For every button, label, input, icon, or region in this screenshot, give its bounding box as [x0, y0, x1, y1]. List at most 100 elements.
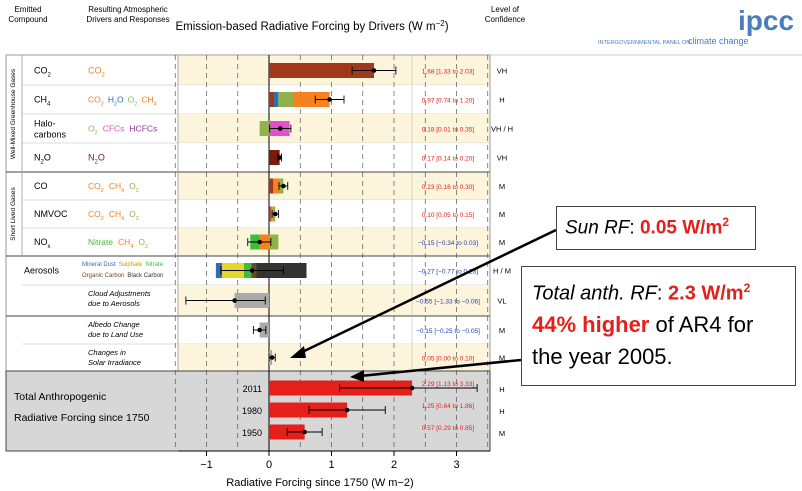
- compound-sub: 2: [48, 73, 52, 79]
- driver-text: O: [128, 95, 135, 105]
- compound-tail: O: [44, 153, 51, 163]
- driver-sub: 2: [134, 102, 137, 108]
- compound-main: CO: [34, 66, 48, 76]
- col-confidence-line2: Confidence: [485, 15, 526, 24]
- driver-sub: 2: [101, 188, 104, 194]
- bar-row-7-segment: [215, 263, 223, 278]
- driver-sub: 2: [101, 102, 104, 108]
- driver-text: CFCs: [103, 124, 125, 134]
- row-band: [178, 316, 489, 344]
- bar-total-1-segment: [269, 402, 348, 418]
- compound-main: NO: [34, 237, 48, 247]
- driver-sub: 2: [102, 73, 106, 79]
- driver-text: O: [129, 209, 136, 219]
- driver-text: CO: [88, 181, 101, 191]
- bar-row-1-segment: [274, 92, 279, 107]
- value-text: 0.17 [0.14 to 0.20]: [422, 156, 475, 163]
- driver-sub: 2: [101, 216, 104, 222]
- row-band: [178, 172, 489, 200]
- value-text: 1.68 [1.33 to 2.03]: [422, 69, 475, 76]
- compound-main: N: [34, 153, 41, 163]
- driver-text: CH: [141, 95, 153, 105]
- compound-main: Aerosols: [24, 266, 60, 276]
- col-emitted-line1: Emitted: [14, 5, 41, 14]
- compound-label: CO2: [34, 66, 52, 79]
- total-value-text: 0.57 [0.29 to 0.85]: [422, 425, 475, 432]
- compound-sub: 4: [47, 102, 51, 108]
- logo-subtitle-b: climate change: [688, 36, 749, 46]
- bar-row-10-marker: [269, 355, 275, 360]
- row-band: [178, 228, 489, 256]
- confidence-text: M: [499, 354, 505, 363]
- confidence-text: VH / H: [491, 125, 513, 134]
- driver-text: CO: [88, 209, 101, 219]
- sun-rf-sup: 2: [722, 215, 730, 229]
- compound-label: Aerosols: [24, 266, 60, 276]
- driver-aerosols-2: Organic Carbon Black Carbon: [82, 273, 163, 279]
- x-tick-label: 1: [328, 459, 334, 471]
- value-text: −0.27 [−0.77 to 0.23]: [418, 269, 478, 276]
- driver-ch4: CO2 H2O O2 CH4: [88, 95, 157, 108]
- compound-label: NOx: [34, 237, 51, 250]
- total-year: 1950: [242, 428, 262, 438]
- driver-solar: Solar Irradiance: [88, 358, 141, 367]
- ipcc-logo: ipcc INTERGOVERNMENTAL PANEL ON climate …: [598, 5, 794, 46]
- callout-total-rf: Total anth. RF: 2.3 W/m2 44% higher of A…: [521, 266, 796, 386]
- compound-sub: 2: [41, 160, 45, 166]
- driver-sub: 4: [154, 102, 157, 108]
- driver-sub: 2: [95, 160, 99, 166]
- compound-sub: x: [48, 244, 51, 250]
- sun-arrow-line: [297, 228, 557, 356]
- driver-sub: 2: [114, 102, 117, 108]
- x-tick-label: 0: [266, 459, 272, 471]
- total-value-text: 1.25 [0.64 to 1.86]: [422, 403, 475, 410]
- confidence-text: VH: [497, 154, 507, 163]
- driver-co: CO2 CH4 O2: [88, 181, 139, 194]
- compound-main: NMVOC: [34, 209, 68, 219]
- bar-row-6-segment: [269, 234, 279, 250]
- driver-text: O: [98, 153, 105, 163]
- higher-text: 44% higher: [532, 311, 650, 337]
- bar-row-2-marker: [277, 126, 283, 131]
- total-confidence: H: [499, 407, 504, 416]
- bar-row-6-marker: [257, 239, 262, 245]
- driver-albedo: Albedo Change: [87, 320, 140, 329]
- confidence-text: VL: [497, 297, 506, 306]
- year-line: the year 2005.: [532, 343, 673, 369]
- driver-text: CH: [118, 237, 130, 247]
- driver-co2: CO2: [88, 66, 106, 79]
- driver-text: H: [108, 95, 114, 105]
- driver-aerosols-1: Mineral Dust Sulphate Nitrate: [82, 262, 164, 268]
- confidence-text: H: [499, 96, 504, 105]
- callout-sun-rf: Sun RF: 0.05 W/m2: [556, 206, 756, 250]
- driver-text: Sulphate: [119, 262, 143, 268]
- total-confidence: H: [499, 385, 504, 394]
- driver-sub: 4: [121, 188, 124, 194]
- confidence-text: M: [499, 326, 505, 335]
- total-year: 2011: [243, 384, 262, 394]
- driver-text: HCFCs: [129, 124, 157, 134]
- bar-row-3-segment: [269, 150, 280, 165]
- group-label-wmghg: Well-Mixed Greenhouse Gases: [10, 68, 17, 159]
- callout-arrows: [290, 228, 557, 382]
- value-text: 0.18 [0.01 to 0.35]: [422, 127, 475, 134]
- driver-text: O: [88, 124, 95, 134]
- compound-label: carbons: [34, 130, 67, 140]
- sun-arrow-head: [290, 346, 306, 358]
- bar-total-2-marker: [302, 429, 307, 435]
- driver-sub: 4: [130, 244, 133, 250]
- bar-row-3-marker: [277, 155, 282, 160]
- logo-subtitle-a: INTERGOVERNMENTAL PANEL ON: [598, 40, 690, 46]
- total-rf-colon: :: [656, 282, 663, 305]
- col-resulting-line1: Resulting Atmospheric: [88, 5, 168, 14]
- driver-text: Nitrate: [145, 262, 163, 268]
- total-arrow-line: [359, 358, 522, 378]
- row-band: [178, 114, 489, 143]
- bar-row-0-marker: [371, 68, 377, 73]
- driver-sub: 2: [136, 188, 139, 194]
- x-tick-label: 3: [453, 459, 459, 471]
- bar-row-9-marker: [257, 327, 262, 333]
- compound-main: CO: [34, 181, 48, 191]
- driver-text: CH: [109, 209, 121, 219]
- bars: [185, 63, 478, 440]
